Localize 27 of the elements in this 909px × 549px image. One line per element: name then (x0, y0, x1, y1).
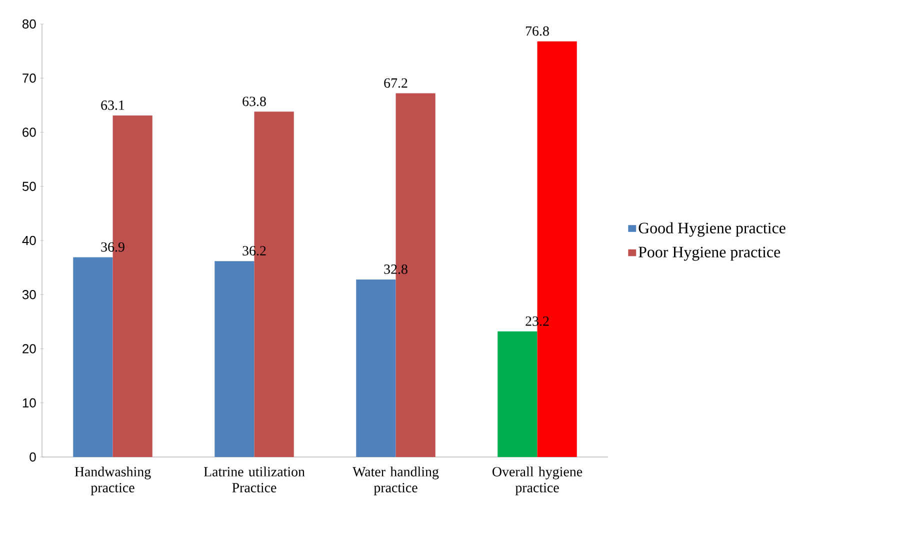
x-tick-label: Water handling practice (352, 466, 439, 496)
data-label: 63.8 (242, 96, 266, 106)
legend-label: Poor Hygiene practice (638, 246, 780, 261)
data-label: 36.9 (101, 242, 124, 252)
data-label: 32.8 (384, 264, 408, 274)
y-tick-label: 30 (22, 290, 36, 300)
bar (214, 261, 254, 457)
x-tick-label: Handwashing practice (74, 466, 151, 496)
legend-label: Good Hygiene practice (638, 222, 786, 237)
y-tick-label: 50 (22, 182, 36, 191)
y-tick-label: 70 (22, 74, 36, 83)
y-tick-label: 80 (22, 19, 36, 29)
data-label: 76.8 (526, 26, 549, 36)
bar (356, 279, 396, 457)
data-label: 67.2 (384, 78, 408, 88)
y-tick-label: 20 (22, 344, 36, 354)
data-label: 63.1 (101, 100, 124, 110)
x-tick-label: Latrine utilization Practice (204, 466, 305, 492)
y-tick-label: 10 (22, 398, 36, 408)
bar (73, 257, 113, 457)
data-label: 36.2 (242, 246, 266, 256)
data-label: 23.2 (526, 316, 549, 326)
y-tick-label: 0 (30, 452, 36, 462)
x-tick-label: Overall hygiene practice (492, 466, 582, 496)
y-tick-label: 40 (22, 236, 36, 246)
y-tick-label: 60 (22, 128, 36, 137)
bar (498, 331, 538, 457)
